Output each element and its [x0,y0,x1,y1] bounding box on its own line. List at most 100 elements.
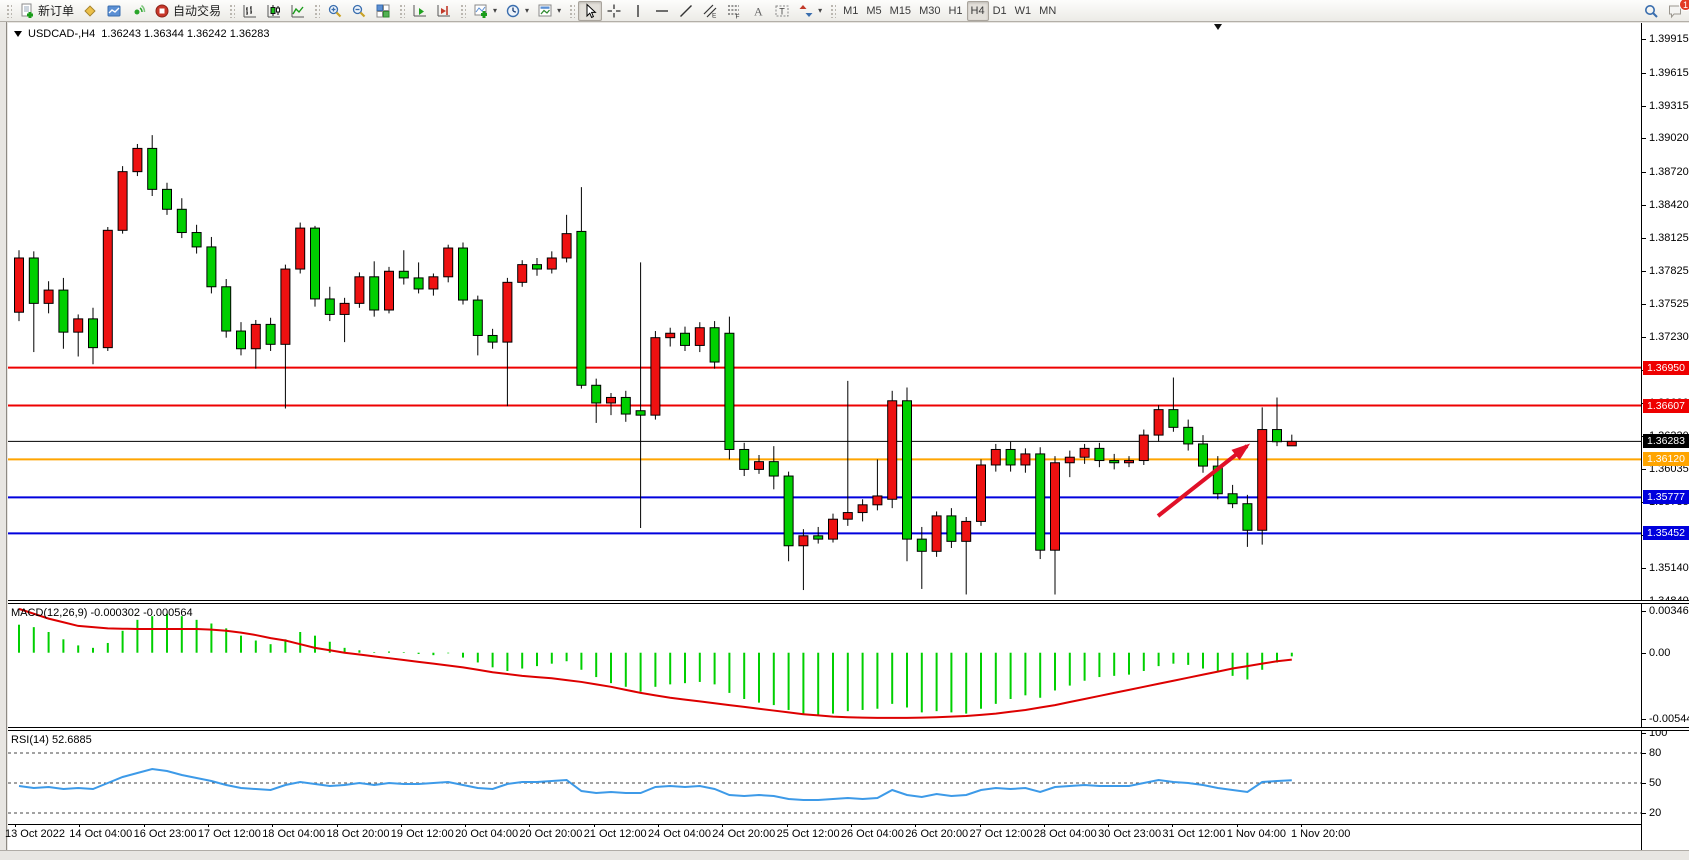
svg-text:F: F [736,13,740,19]
candle-body [798,535,809,547]
chevron-down-icon[interactable]: ▾ [493,6,498,15]
tile-windows-icon [376,4,390,17]
arrows-button[interactable]: ▾ [794,1,826,21]
vline-button[interactable] [626,1,650,21]
price-axis[interactable]: 1.39915 1.39615 1.39315 1.39020 1.38720 1.384… [1641,23,1689,850]
toolbar-group-grip[interactable] [829,3,837,18]
time-tick-mark [979,824,981,827]
panel-separator[interactable] [8,600,1689,604]
trendline-button[interactable] [674,1,698,21]
time-tick-mark [143,824,145,827]
chart-shift-marker-icon[interactable] [1214,24,1222,30]
price-tick-mark [1642,336,1646,338]
timeframe-button-mn[interactable]: MN [1035,1,1060,21]
channel-button[interactable]: E [698,1,722,21]
timeframe-button-m1[interactable]: M1 [839,1,862,21]
timeframe-button-m30[interactable]: M30 [915,1,944,21]
timeframe-button-m15[interactable]: M15 [886,1,915,21]
time-tick-label: 20 Oct 04:00 [455,828,519,840]
time-tick-mark [722,824,724,827]
candle-body [857,504,868,514]
crosshair-button[interactable] [602,1,626,21]
timeframe-button-m5[interactable]: M5 [862,1,885,21]
candle-body [694,327,705,346]
cursor-button[interactable] [578,0,603,21]
price-tick-label: 1.38420 [1649,198,1689,211]
chevron-down-icon[interactable]: ▾ [818,6,823,15]
candle-body [428,276,439,290]
panel-separator[interactable] [8,727,1689,731]
styler-button[interactable] [78,1,102,21]
market-watch-button[interactable] [102,1,126,21]
tile-windows-button[interactable] [371,1,395,21]
time-tick-label: 18 Oct 20:00 [326,828,390,840]
candle-body [916,538,927,552]
candle-body [176,208,187,234]
notifications-button[interactable]: 1 [1663,0,1689,21]
candle-body [1286,440,1297,447]
text-button[interactable]: A [746,1,770,21]
templates-button[interactable]: ▾ [533,1,565,21]
zoom-out-button[interactable] [347,1,371,21]
fibonacci-icon: F [728,5,740,19]
hline-button[interactable] [650,1,674,21]
price-tick-label: 1.38125 [1649,231,1689,244]
new-order-button[interactable]: 新订单 [15,1,78,21]
periods-button[interactable]: ▾ [501,1,533,21]
line-chart-button[interactable] [286,1,310,21]
time-tick-label: 13 Oct 2022 [5,828,65,840]
auto-scroll-button[interactable] [408,1,432,21]
time-tick-mark [336,824,338,827]
candle-body [709,327,720,363]
zoom-in-button[interactable] [323,1,347,21]
price-tick-mark [1642,753,1646,754]
signals-button[interactable] [126,1,150,21]
toolbar-group-grip[interactable] [5,3,12,18]
svg-text:E: E [712,12,717,19]
price-tick-mark [1642,813,1646,814]
candle-body [1050,462,1060,551]
timeframe-label: M30 [919,4,941,17]
candle-body [117,171,128,231]
autotrade-button[interactable]: 自动交易 [150,1,225,21]
chart-title-overlay: USDCAD-,H4 1.36243 1.36344 1.36242 1.362… [14,28,269,40]
candle-body [946,515,957,542]
toolbar-group-grip[interactable] [228,3,236,18]
toolbar-group-grip[interactable] [459,3,467,18]
time-tick-mark [272,824,274,827]
text-label-button[interactable]: T [770,1,794,21]
fibonacci-button[interactable]: F [722,1,746,21]
rsi-indicator-chart[interactable] [8,731,1641,824]
timeframe-button-w1[interactable]: W1 [1011,1,1036,21]
timeframe-button-h4[interactable]: H4 [966,0,989,21]
rsi-line [18,767,1292,801]
cursor-icon [586,2,597,18]
time-tick-mark [1043,824,1045,827]
timeframe-button-d1[interactable]: D1 [989,1,1011,21]
candle-body [147,147,158,190]
candle-body [961,520,972,542]
toolbar-group-grip[interactable] [568,3,576,18]
candle-body [354,276,365,304]
candle-body [1064,456,1075,464]
timeframe-label: M15 [889,4,912,17]
chevron-down-icon[interactable]: ▾ [525,6,530,15]
time-axis[interactable]: 13 Oct 2022 14 Oct 04:00 16 Oct 23:00 17 Oc… [5,824,1641,850]
one-click-trading-toggle-icon[interactable] [14,31,22,37]
search-button[interactable] [1639,1,1663,21]
chevron-down-icon[interactable]: ▾ [557,6,562,15]
candle-body [635,410,646,416]
toolbar-group-grip[interactable] [313,3,321,18]
candlestick-button[interactable] [262,1,286,21]
bar-chart-button[interactable] [238,1,262,21]
trend-arrow-annotation[interactable] [1156,444,1249,518]
toolbar-group-grip[interactable] [398,3,406,18]
indicators-button[interactable]: ▾ [469,1,501,21]
chart-window[interactable]: USDCAD-,H4 1.36243 1.36344 1.36242 1.362… [5,23,1641,850]
timeframe-button-h1[interactable]: H1 [944,1,966,21]
macd-indicator-chart[interactable] [8,604,1641,727]
candle-body [1020,453,1031,466]
crosshair-icon [607,4,621,17]
main-price-chart[interactable] [8,23,1641,601]
chart-shift-button[interactable] [432,1,456,21]
